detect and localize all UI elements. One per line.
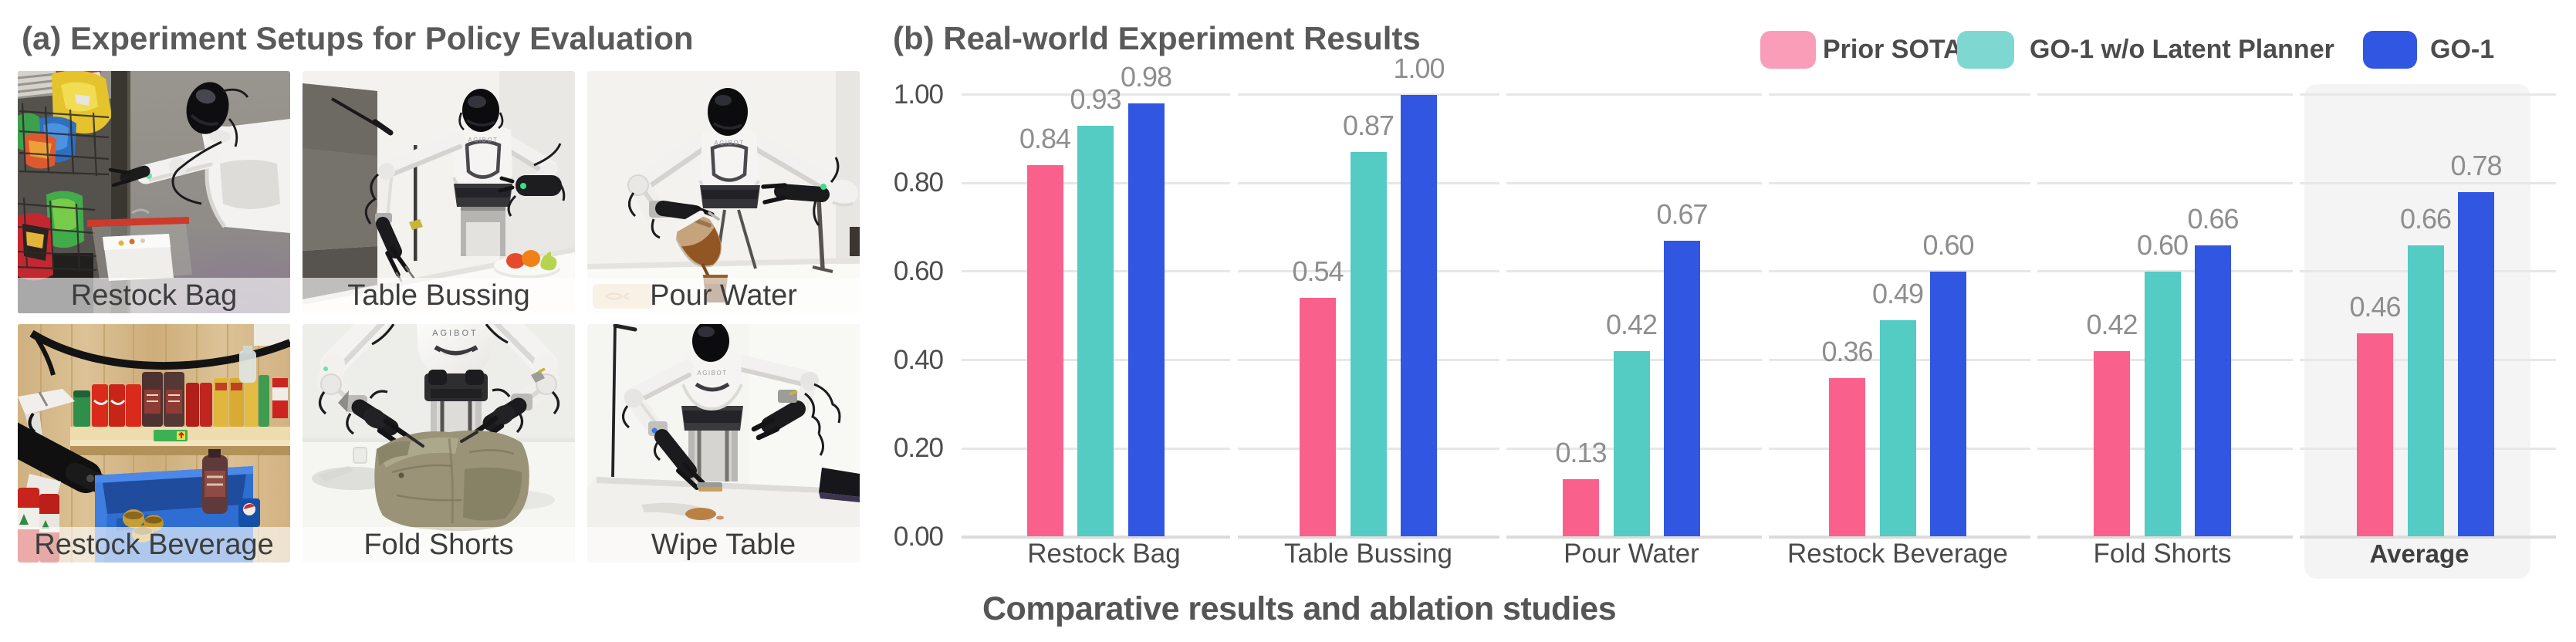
svg-text:AGIBOT: AGIBOT xyxy=(714,140,744,147)
svg-text:AGIBOT: AGIBOT xyxy=(468,137,498,144)
svg-text:AGIBOT: AGIBOT xyxy=(697,370,727,377)
svg-text:AGIBOT: AGIBOT xyxy=(432,329,478,338)
